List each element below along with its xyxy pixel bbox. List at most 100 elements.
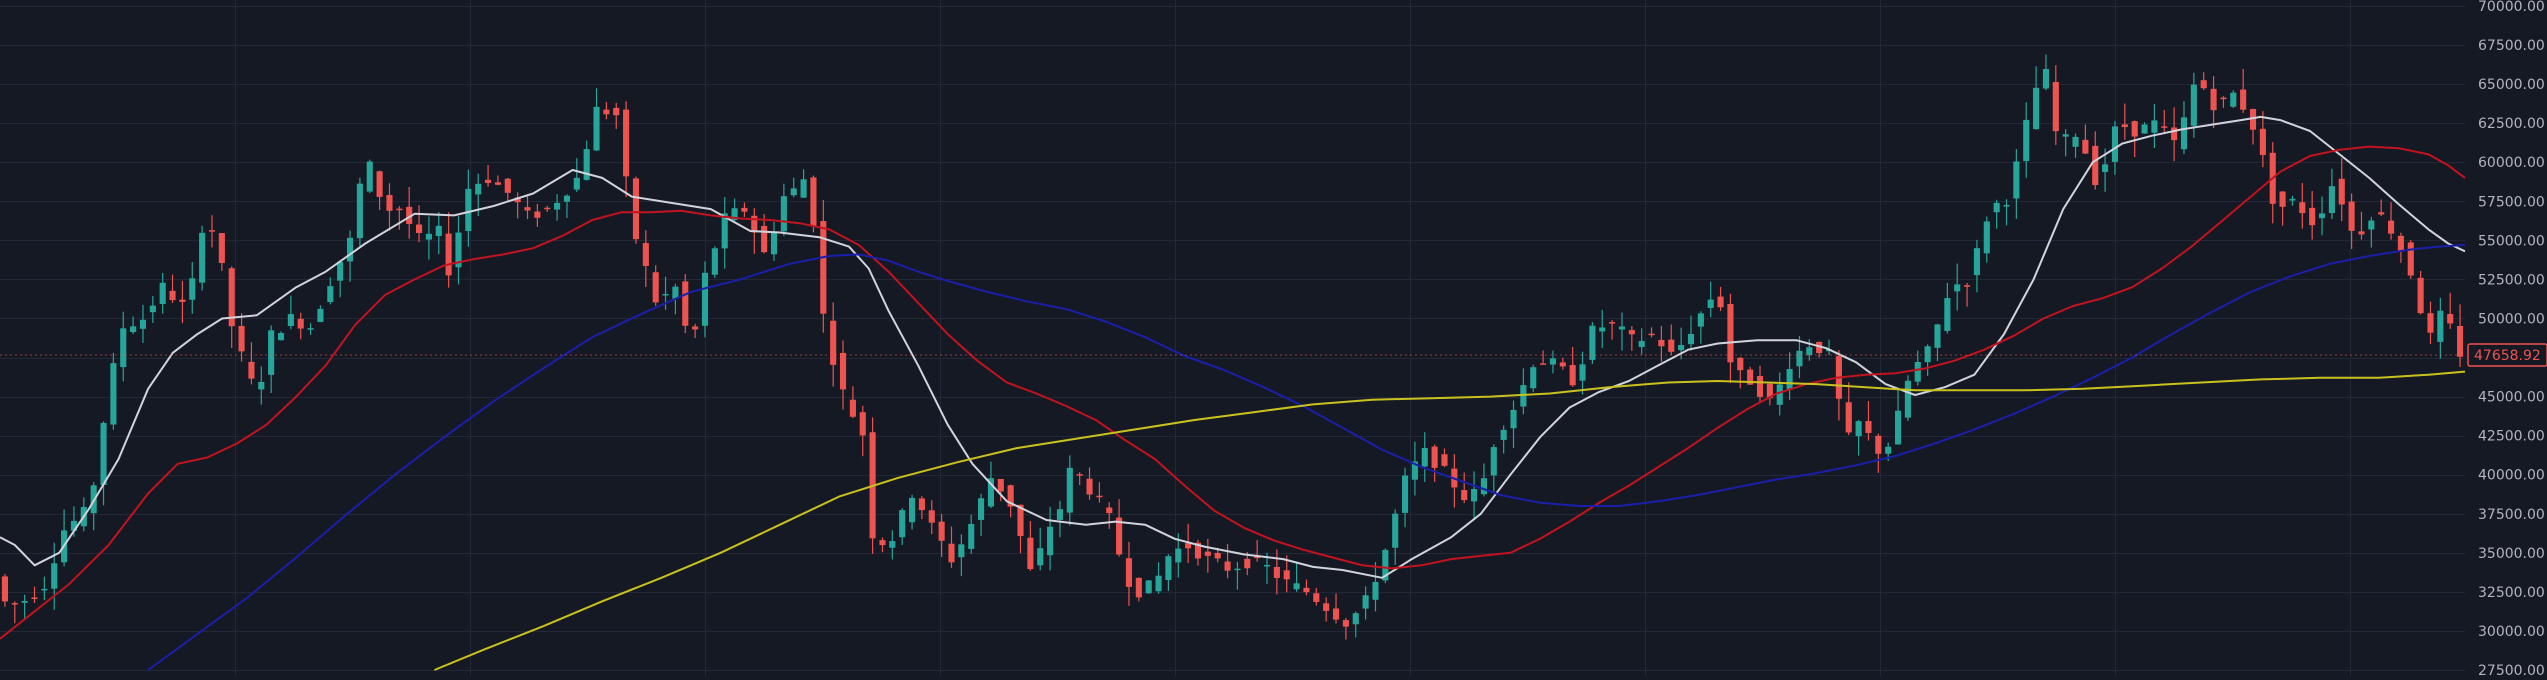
candle-body[interactable] xyxy=(51,563,58,589)
candle-body[interactable] xyxy=(1441,454,1448,466)
candle-body[interactable] xyxy=(1254,556,1261,559)
candle-body[interactable] xyxy=(485,179,492,183)
candle-body[interactable] xyxy=(908,497,916,523)
candle-body[interactable] xyxy=(2052,81,2059,132)
candle-body[interactable] xyxy=(820,221,827,314)
candle-body[interactable] xyxy=(41,588,48,591)
candle-body[interactable] xyxy=(386,195,393,211)
candle-body[interactable] xyxy=(21,600,28,603)
candle-body[interactable] xyxy=(455,232,462,268)
candle-body[interactable] xyxy=(327,286,334,303)
candle-body[interactable] xyxy=(2180,117,2188,150)
candle-body[interactable] xyxy=(1037,548,1044,566)
candle-body[interactable] xyxy=(2387,220,2395,234)
candle-body[interactable] xyxy=(1135,577,1142,598)
candles[interactable] xyxy=(1,54,2464,640)
candle-body[interactable] xyxy=(317,308,324,323)
candle-body[interactable] xyxy=(1559,362,1566,367)
candle-body[interactable] xyxy=(356,183,363,239)
candle-body[interactable] xyxy=(2437,310,2444,342)
candle-body[interactable] xyxy=(1589,325,1596,360)
candle-body[interactable] xyxy=(1066,467,1073,513)
candle-body[interactable] xyxy=(534,211,541,218)
candle-body[interactable] xyxy=(948,543,955,563)
candle-body[interactable] xyxy=(2338,178,2345,205)
candle-body[interactable] xyxy=(1638,340,1645,348)
candle-body[interactable] xyxy=(1865,421,1872,433)
candle-body[interactable] xyxy=(2102,164,2109,172)
candle-body[interactable] xyxy=(1480,478,1487,495)
candle-body[interactable] xyxy=(1796,350,1803,367)
candle-body[interactable] xyxy=(445,233,452,276)
candle-body[interactable] xyxy=(849,399,856,417)
candle-body[interactable] xyxy=(130,326,137,333)
candle-body[interactable] xyxy=(1875,435,1882,454)
candle-body[interactable] xyxy=(2151,120,2158,133)
candle-body[interactable] xyxy=(1628,330,1635,335)
candle-body[interactable] xyxy=(494,182,501,185)
candle-body[interactable] xyxy=(2348,201,2355,231)
candle-body[interactable] xyxy=(1204,551,1211,556)
candle-body[interactable] xyxy=(1668,339,1675,352)
candle-body[interactable] xyxy=(1924,346,1931,363)
candle-body[interactable] xyxy=(839,352,847,390)
candle-body[interactable] xyxy=(1599,327,1606,332)
candle-body[interactable] xyxy=(623,109,630,177)
candle-body[interactable] xyxy=(1116,517,1123,555)
candle-body[interactable] xyxy=(2220,97,2227,100)
candle-body[interactable] xyxy=(1609,322,1616,324)
candle-body[interactable] xyxy=(376,171,383,197)
candle-body[interactable] xyxy=(110,363,117,425)
candle-body[interactable] xyxy=(563,195,571,202)
candle-body[interactable] xyxy=(120,328,127,368)
candle-body[interactable] xyxy=(1382,549,1389,581)
candle-body[interactable] xyxy=(554,202,561,210)
candle-body[interactable] xyxy=(199,232,206,283)
candle-body[interactable] xyxy=(1697,313,1704,327)
candle-body[interactable] xyxy=(2013,161,2020,199)
candle-body[interactable] xyxy=(1549,358,1557,365)
candle-body[interactable] xyxy=(228,268,235,327)
candle-body[interactable] xyxy=(238,325,245,352)
candle-body[interactable] xyxy=(524,207,531,211)
candle-body[interactable] xyxy=(1,576,8,602)
candle-body[interactable] xyxy=(800,179,807,198)
candle-body[interactable] xyxy=(2033,87,2040,130)
candle-body[interactable] xyxy=(2289,198,2296,201)
candle-body[interactable] xyxy=(731,208,738,221)
candle-body[interactable] xyxy=(1342,620,1349,627)
candle-body[interactable] xyxy=(761,225,768,253)
candle-body[interactable] xyxy=(1717,296,1724,308)
candle-body[interactable] xyxy=(475,183,482,195)
candle-body[interactable] xyxy=(1855,421,1862,437)
candle-body[interactable] xyxy=(1727,303,1734,363)
candle-body[interactable] xyxy=(1914,361,1921,382)
candle-body[interactable] xyxy=(2328,186,2335,214)
candle-body[interactable] xyxy=(2042,69,2050,89)
candle-body[interactable] xyxy=(179,299,186,303)
candle-body[interactable] xyxy=(2200,80,2207,89)
candle-body[interactable] xyxy=(2190,84,2197,126)
candle-body[interactable] xyxy=(2092,145,2099,186)
candle-body[interactable] xyxy=(406,206,413,224)
candle-body[interactable] xyxy=(1303,587,1310,593)
candle-body[interactable] xyxy=(1421,448,1428,467)
candle-body[interactable] xyxy=(958,544,965,558)
candle-body[interactable] xyxy=(504,178,511,193)
candle-body[interactable] xyxy=(2240,89,2247,110)
candle-body[interactable] xyxy=(1244,558,1251,569)
candle-body[interactable] xyxy=(573,177,580,190)
candle-body[interactable] xyxy=(1362,595,1369,609)
candle-body[interactable] xyxy=(1125,558,1133,587)
candle-body[interactable] xyxy=(425,233,432,240)
candle-body[interactable] xyxy=(1155,575,1162,592)
candle-body[interactable] xyxy=(1569,365,1576,386)
candle-body[interactable] xyxy=(1461,490,1468,501)
candle-body[interactable] xyxy=(1145,580,1152,594)
candle-body[interactable] xyxy=(1165,556,1172,581)
candle-body[interactable] xyxy=(682,281,689,326)
candle-body[interactable] xyxy=(1401,475,1409,513)
candle-body[interactable] xyxy=(613,107,620,116)
